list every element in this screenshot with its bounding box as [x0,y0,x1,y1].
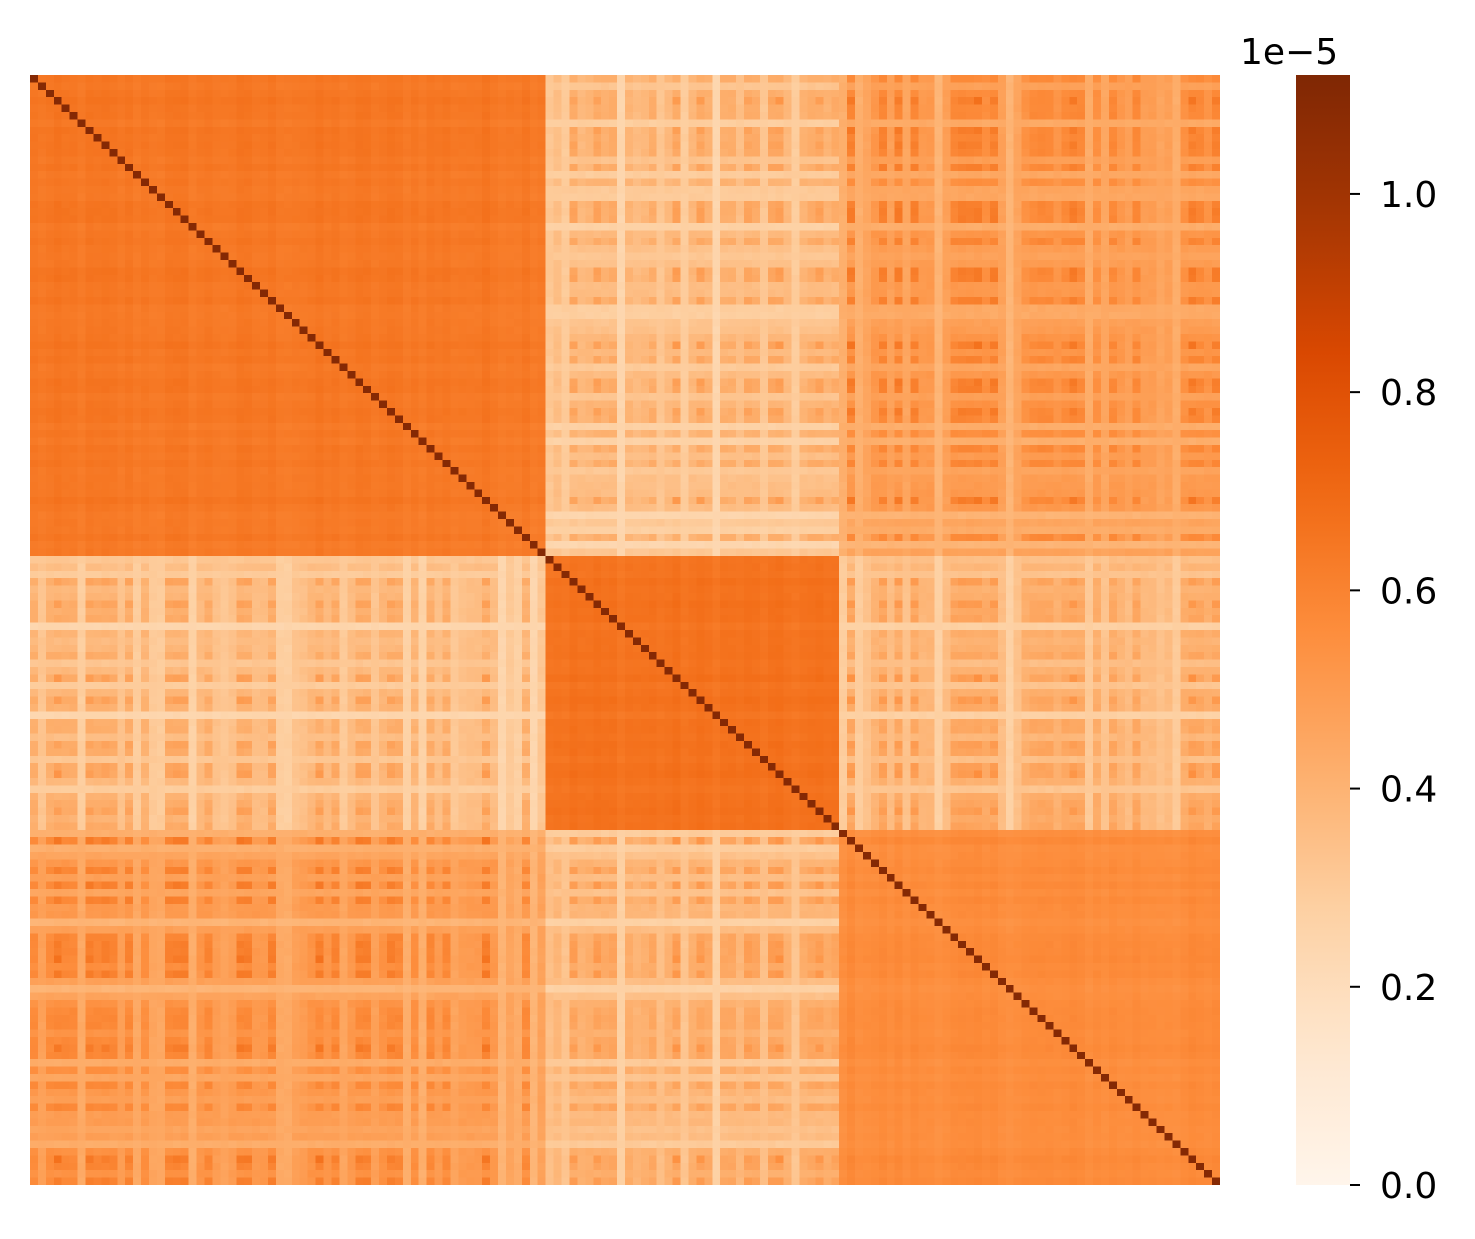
heatmap-canvas [30,75,1220,1185]
colorbar-offset-label: 1e−5 [1240,32,1338,73]
colorbar-tick-label: 0.0 [1380,1166,1437,1207]
colorbar-tick-label: 0.6 [1380,571,1437,612]
colorbar-tick-label: 0.4 [1380,770,1437,811]
colorbar: 1e−5 0.0 0.2 0.4 0.6 0.8 1.0 [1240,32,1437,1207]
colorbar-tick-label: 1.0 [1380,175,1437,216]
heatmap [30,75,1220,1185]
colorbar-tick-label: 0.8 [1380,373,1437,414]
colorbar-ticks: 0.0 0.2 0.4 0.6 0.8 1.0 [1350,175,1437,1207]
colorbar-gradient [1296,75,1350,1185]
colorbar-tick-label: 0.2 [1380,968,1437,1009]
